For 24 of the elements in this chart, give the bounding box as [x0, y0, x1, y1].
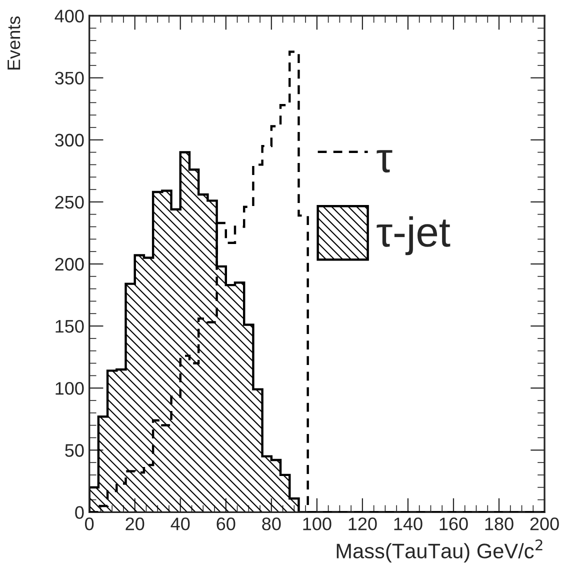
- y-tick-label: 150: [56, 320, 84, 333]
- x-tick-label: 0: [85, 518, 94, 530]
- x-tick-label: 100: [303, 518, 332, 530]
- x-tick-label: 60: [216, 518, 236, 530]
- x-tick-label: 200: [530, 518, 559, 530]
- y-tick-label: 250: [55, 196, 84, 209]
- x-tick-label: 80: [262, 518, 281, 530]
- x-tick-label: 120: [348, 518, 377, 530]
- x-tick-label: 140: [394, 518, 422, 530]
- y-axis-title: Events: [8, 16, 20, 70]
- y-tick-label: 0: [75, 506, 84, 519]
- x-tick-label: 20: [126, 518, 144, 530]
- legend-label: τ-jet: [376, 216, 450, 256]
- x-axis-title: Mass(TauTau) GeV/c$^{2}$: [336, 539, 542, 563]
- y-tick-label: 350: [55, 72, 84, 85]
- y-tick-label: 300: [55, 134, 84, 147]
- y-tick-label: 100: [56, 382, 84, 395]
- x-tick-label: 160: [440, 518, 468, 530]
- legend-label: τ: [376, 150, 392, 173]
- y-tick-label: 50: [65, 444, 84, 457]
- y-tick-label: 400: [54, 10, 84, 22]
- y-tick-label: 200: [55, 258, 84, 271]
- x-tick-label: 40: [170, 518, 190, 530]
- x-tick-label: 180: [485, 518, 514, 530]
